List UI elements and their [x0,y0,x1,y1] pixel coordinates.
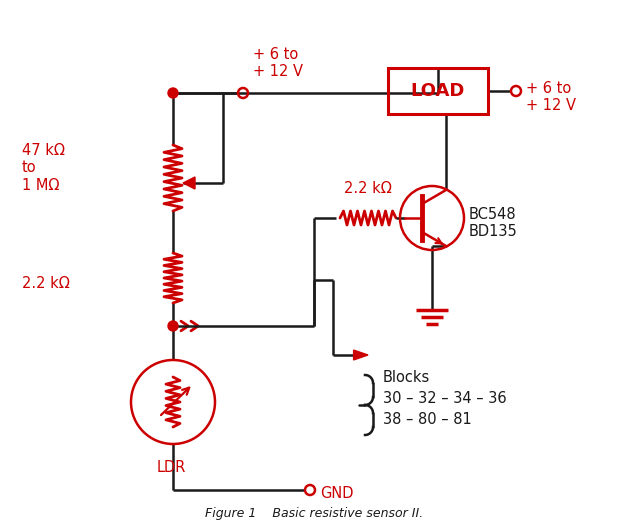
Text: LOAD: LOAD [411,82,465,100]
Text: BC548
BD135: BC548 BD135 [469,207,517,239]
Text: GND: GND [320,486,354,502]
Text: 2.2 kΩ: 2.2 kΩ [22,276,70,290]
Text: + 6 to
+ 12 V: + 6 to + 12 V [253,47,303,79]
Text: LDR: LDR [156,460,186,475]
Text: 2.2 kΩ: 2.2 kΩ [344,181,392,196]
Circle shape [168,88,178,98]
Circle shape [168,321,178,331]
Bar [388,68,488,114]
Text: Figure 1    Basic resistive sensor II.: Figure 1 Basic resistive sensor II. [205,506,423,519]
Text: + 6 to
+ 12 V: + 6 to + 12 V [526,81,576,113]
Text: 47 kΩ
to
1 MΩ: 47 kΩ to 1 MΩ [22,143,65,193]
Polygon shape [183,177,195,189]
Polygon shape [354,350,368,360]
Text: Blocks
30 – 32 – 34 – 36
38 – 80 – 81: Blocks 30 – 32 – 34 – 36 38 – 80 – 81 [383,370,507,427]
